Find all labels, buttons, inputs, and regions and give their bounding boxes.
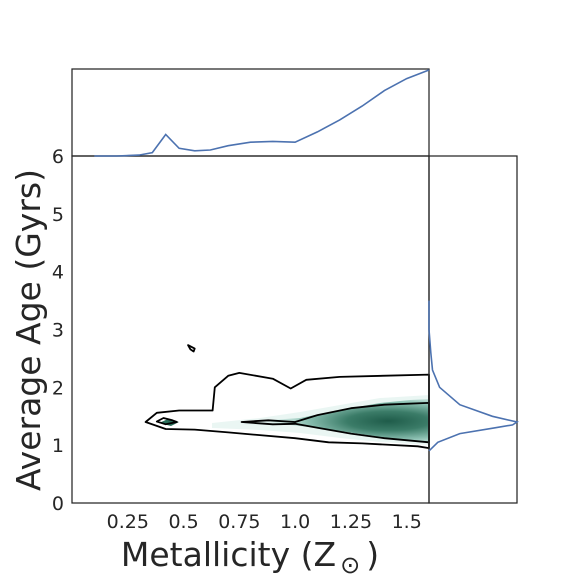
y-tick-label: 4: [52, 262, 64, 284]
x-tick-labels: 0.25 0.5 0.75 1.0 1.25 1.5: [107, 511, 422, 533]
contour-small-core: [155, 417, 178, 426]
y-tick-label: 6: [52, 146, 64, 168]
y-tick-label: 1: [52, 435, 64, 457]
x-tick-label: 1.25: [330, 511, 372, 533]
contour-outer: [144, 372, 430, 449]
main-axes-frame: [71, 155, 430, 504]
x-axis-label: Metallicity (Z ⊙): [121, 535, 379, 576]
x-tick-label: 0.25: [107, 511, 149, 533]
right-marginal-frame: [428, 155, 518, 504]
x-tick-label: 0.5: [168, 511, 198, 533]
y-axis-label: Average Age (Gyrs): [9, 169, 48, 491]
density-core: [240, 399, 430, 443]
y-tick-label: 0: [52, 493, 64, 515]
x-tick-label: 0.75: [218, 511, 260, 533]
right-marginal-line: [428, 300, 519, 452]
x-tick-label: 1.0: [280, 511, 310, 533]
sun-symbol: ⊙: [340, 551, 360, 576]
y-tick-labels: 0 1 2 3 4 5 6: [52, 146, 64, 515]
top-marginal-frame: [71, 68, 430, 157]
top-marginal-line: [94, 69, 430, 157]
contour-outlier: [187, 344, 196, 353]
y-tick-label: 5: [52, 204, 64, 226]
x-tick-label: 1.5: [392, 511, 422, 533]
y-tick-label: 3: [52, 320, 64, 342]
y-tick-label: 2: [52, 377, 64, 399]
